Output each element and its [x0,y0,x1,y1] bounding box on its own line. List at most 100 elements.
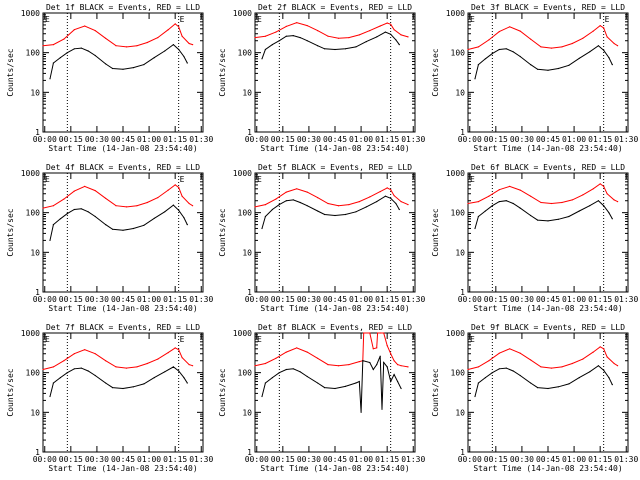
lld-data-point [327,35,329,37]
events-data-point [317,210,319,212]
lld-data-point [393,360,395,362]
lld-data-point [571,362,573,365]
event-marker-label: E [45,15,50,24]
lld-data-point [561,366,563,368]
lld-data-point [42,207,44,209]
events-data-point [271,377,273,379]
events-data-point [324,387,326,389]
events-data-point [578,57,580,59]
lld-data-point [327,202,329,205]
y-axis-label: Counts/sec [6,368,15,416]
lld-data-point [285,351,287,353]
x-tick-label: 00:30 [510,455,534,464]
panel-det-4: Det 4f BLACK = Events, RED = LLD 1 10 100 10… [6,163,213,313]
lld-data-point [519,352,521,354]
events-data-point [398,44,400,46]
events-data-point [383,361,385,364]
lld-data-point [115,366,117,368]
y-tick-label: 100 [238,369,253,378]
lld-data-point [264,204,266,206]
lld-data-point [337,365,340,367]
events-series-line [49,43,188,79]
lld-series-line [254,187,409,208]
events-data-point [172,44,174,46]
y-tick-label: 1 [460,288,465,297]
panel-det-1: Det 1f BLACK = Events, RED = LLD 1 10 100 10… [6,3,213,153]
events-data-point [122,229,124,231]
events-data-point [264,48,266,51]
y-axis-label: Counts/sec [6,208,15,256]
events-data-point [49,78,51,80]
events-data-point [94,374,96,377]
x-axis-label: Start Time (14-Jan-08 23:54:40) [48,304,197,313]
lld-data-point [306,25,308,27]
x-tick-label: 01:15 [588,295,612,304]
events-series-line [261,195,400,229]
lld-series-line [42,347,193,370]
events-data-point [530,382,532,384]
lld-data-point [603,185,605,187]
events-data-point [519,55,521,58]
x-tick-label: 01:15 [588,135,612,144]
events-data-point [278,372,280,374]
events-data-point [376,36,378,38]
lld-data-point [603,348,605,350]
events-series-line [49,204,188,241]
x-tick-label: 00:45 [323,295,347,304]
y-tick-label: 1 [35,288,40,297]
x-axis-label: Start Time (14-Jan-08 23:54:40) [260,144,409,153]
y-tick-label: 10 [242,248,252,257]
y-axis-label: Counts/sec [218,368,227,416]
panel-title: Det 3f BLACK = Events, RED = LLD [471,3,625,12]
events-data-point [519,207,521,209]
x-tick-label: 00:15 [59,295,83,304]
y-tick-label: 10 [455,88,465,97]
y-tick-label: 10 [30,248,40,257]
x-tick-label: 00:00 [245,135,269,144]
lld-data-point [275,198,277,200]
lld-data-point [94,30,96,32]
x-tick-label: 00:45 [111,295,135,304]
events-data-point [608,57,610,59]
events-data-point [59,218,62,220]
lld-data-point [105,37,107,39]
events-data-point [393,373,395,376]
y-tick-label: 10 [242,88,252,97]
lld-data-point [285,25,287,27]
event-marker-label: E [470,335,475,344]
lld-series-line [42,184,193,209]
x-tick-label: 00:00 [458,295,482,304]
events-data-point [52,224,55,226]
lld-data-point [599,346,601,348]
x-tick-label: 00:00 [33,295,57,304]
lld-data-point [105,197,107,199]
lld-data-point [84,25,86,27]
x-tick-label: 00:15 [484,295,508,304]
lld-data-point [188,202,190,205]
y-tick-label: 1000 [233,9,252,18]
x-tick-label: 00:00 [33,135,57,144]
lld-data-point [550,202,553,205]
y-axis-label: Counts/sec [218,48,227,96]
events-data-point [324,213,326,216]
lld-data-point [125,206,128,208]
events-data-point [537,68,539,70]
events-data-point [484,210,486,212]
x-tick-label: 01:30 [401,455,425,464]
events-data-point [299,37,301,39]
lld-data-point [400,365,402,367]
lld-data-point [363,332,365,334]
panel-title: Det 2f BLACK = Events, RED = LLD [258,3,412,12]
events-data-point [344,48,346,50]
events-data-point [603,205,605,207]
lld-data-point [376,347,378,349]
lld-data-point [369,196,371,198]
events-data-point [306,205,308,207]
lld-data-point [42,368,44,371]
events-data-point [271,208,273,211]
events-data-point [94,54,96,57]
events-data-point [611,64,613,66]
x-axis-label: Start Time (14-Jan-08 23:54:40) [48,464,197,473]
lld-data-point [582,194,584,196]
